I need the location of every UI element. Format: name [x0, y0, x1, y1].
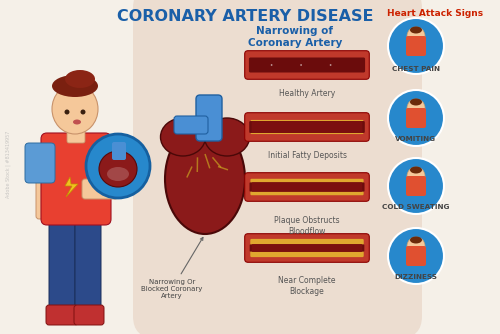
Text: VOMITING: VOMITING	[396, 136, 436, 142]
FancyBboxPatch shape	[82, 179, 118, 199]
Circle shape	[388, 228, 444, 284]
Ellipse shape	[107, 167, 129, 181]
Ellipse shape	[410, 236, 422, 243]
FancyBboxPatch shape	[46, 305, 78, 325]
FancyBboxPatch shape	[36, 165, 56, 219]
Ellipse shape	[410, 26, 422, 33]
FancyBboxPatch shape	[250, 179, 364, 195]
Ellipse shape	[410, 167, 422, 173]
FancyBboxPatch shape	[133, 0, 422, 334]
FancyBboxPatch shape	[75, 216, 101, 316]
FancyBboxPatch shape	[249, 121, 365, 133]
FancyBboxPatch shape	[406, 246, 426, 266]
FancyBboxPatch shape	[25, 143, 55, 183]
Text: DIZZINESS: DIZZINESS	[394, 274, 438, 280]
Circle shape	[388, 18, 444, 74]
FancyArrow shape	[212, 157, 222, 168]
Ellipse shape	[65, 70, 95, 88]
FancyBboxPatch shape	[250, 120, 364, 134]
FancyBboxPatch shape	[244, 173, 370, 201]
FancyBboxPatch shape	[406, 176, 426, 196]
Ellipse shape	[160, 118, 206, 156]
FancyBboxPatch shape	[252, 121, 362, 133]
FancyBboxPatch shape	[49, 217, 75, 320]
FancyBboxPatch shape	[250, 244, 364, 252]
FancyArrow shape	[196, 157, 198, 172]
Circle shape	[407, 237, 425, 255]
FancyBboxPatch shape	[252, 182, 362, 192]
Text: Initial Fatty Deposits: Initial Fatty Deposits	[268, 151, 346, 160]
FancyBboxPatch shape	[112, 142, 126, 160]
Circle shape	[388, 90, 444, 146]
FancyBboxPatch shape	[406, 36, 426, 56]
FancyBboxPatch shape	[244, 51, 370, 79]
Text: Near Complete
Blockage: Near Complete Blockage	[278, 276, 336, 296]
Circle shape	[86, 134, 150, 198]
FancyBboxPatch shape	[196, 95, 222, 141]
Ellipse shape	[73, 120, 81, 125]
FancyArrow shape	[204, 154, 210, 169]
Ellipse shape	[64, 110, 70, 115]
Circle shape	[407, 27, 425, 45]
Text: CHEST PAIN: CHEST PAIN	[392, 66, 440, 72]
FancyBboxPatch shape	[252, 244, 362, 252]
FancyBboxPatch shape	[174, 116, 208, 134]
Text: Narrowing of
Coronary Artery: Narrowing of Coronary Artery	[248, 26, 342, 48]
FancyBboxPatch shape	[250, 239, 364, 257]
Ellipse shape	[204, 118, 250, 156]
Text: Healthy Artery: Healthy Artery	[279, 89, 335, 98]
Circle shape	[270, 64, 272, 66]
Polygon shape	[65, 177, 78, 197]
FancyBboxPatch shape	[406, 108, 426, 128]
FancyArrow shape	[218, 166, 228, 171]
Circle shape	[330, 64, 332, 66]
Text: Narrowing Or
Blocked Coronary
Artery: Narrowing Or Blocked Coronary Artery	[142, 237, 203, 299]
FancyBboxPatch shape	[244, 113, 370, 141]
Ellipse shape	[99, 151, 137, 187]
Text: Heart Attack Signs: Heart Attack Signs	[387, 9, 483, 18]
Ellipse shape	[52, 84, 98, 134]
FancyBboxPatch shape	[244, 234, 370, 262]
FancyBboxPatch shape	[249, 57, 365, 72]
Ellipse shape	[410, 99, 422, 106]
Circle shape	[407, 99, 425, 117]
Text: Adobe Stock | #813419957: Adobe Stock | #813419957	[5, 130, 11, 198]
FancyBboxPatch shape	[74, 305, 104, 325]
FancyBboxPatch shape	[67, 125, 85, 143]
Circle shape	[300, 64, 302, 66]
Ellipse shape	[52, 75, 98, 97]
FancyBboxPatch shape	[41, 133, 111, 225]
Circle shape	[388, 158, 444, 214]
Text: Plaque Obstructs
Bloodflow: Plaque Obstructs Bloodflow	[274, 216, 340, 236]
FancyBboxPatch shape	[250, 182, 364, 192]
Circle shape	[407, 167, 425, 185]
Text: CORONARY ARTERY DISEASE: CORONARY ARTERY DISEASE	[117, 9, 373, 24]
Ellipse shape	[165, 124, 245, 234]
FancyArrow shape	[186, 166, 192, 178]
Ellipse shape	[80, 110, 86, 115]
FancyBboxPatch shape	[97, 143, 127, 183]
Text: COLD SWEATING: COLD SWEATING	[382, 204, 450, 210]
